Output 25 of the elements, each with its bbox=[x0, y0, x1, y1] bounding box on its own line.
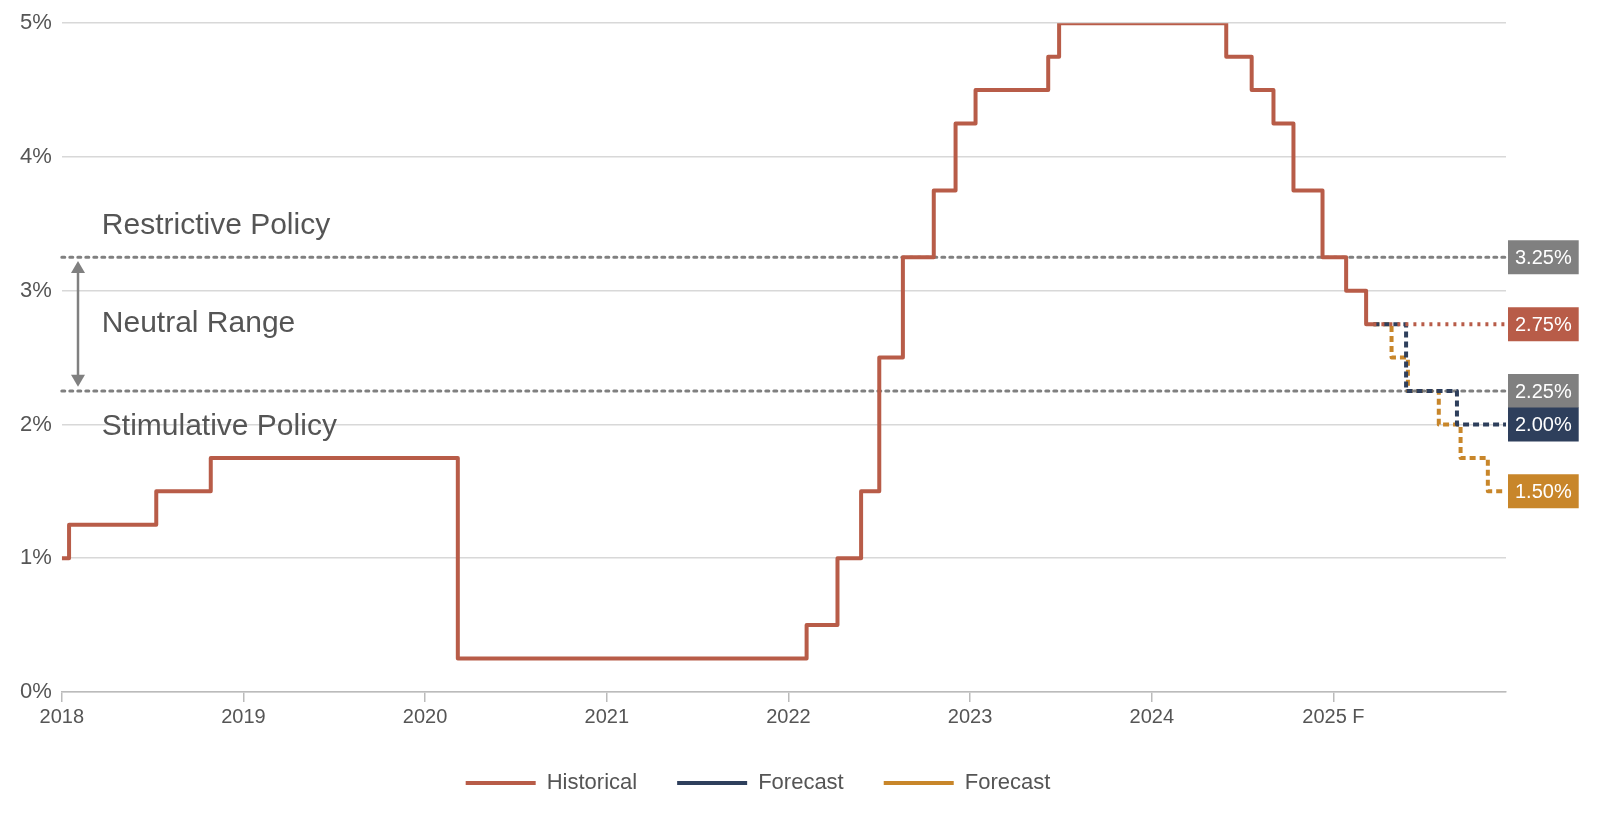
data-label: 2.75% bbox=[1515, 312, 1572, 335]
data-label: 2.00% bbox=[1515, 413, 1572, 435]
x-tick-label: 2020 bbox=[402, 704, 448, 727]
annotation: Restrictive Policy bbox=[101, 206, 331, 240]
x-tick-label: 2019 bbox=[221, 704, 266, 727]
y-tick-label: 2% bbox=[20, 410, 52, 436]
y-tick-label: 4% bbox=[20, 143, 52, 169]
data-label: 1.50% bbox=[1515, 479, 1572, 502]
x-tick-label: 2021 bbox=[584, 704, 630, 727]
x-tick-label: 2024 bbox=[1129, 704, 1175, 727]
y-tick-label: 0% bbox=[20, 678, 52, 704]
x-tick-label: 2025 F bbox=[1302, 704, 1365, 727]
y-tick-label: 5% bbox=[20, 9, 52, 35]
legend-label: Forecast bbox=[758, 769, 844, 795]
x-tick-label: 2018 bbox=[39, 704, 85, 727]
annotation: Neutral Range bbox=[101, 305, 296, 339]
annotation: Stimulative Policy bbox=[101, 408, 337, 442]
legend-label: Forecast bbox=[964, 769, 1051, 795]
ref-line-label: 2.25% bbox=[1515, 379, 1572, 402]
x-tick-label: 2023 bbox=[947, 704, 993, 727]
y-tick-label: 1% bbox=[20, 544, 52, 570]
x-tick-label: 2022 bbox=[766, 704, 811, 727]
legend-label: Historical bbox=[546, 769, 638, 795]
ref-line-label: 3.25% bbox=[1515, 245, 1572, 268]
y-tick-label: 3% bbox=[20, 276, 52, 302]
